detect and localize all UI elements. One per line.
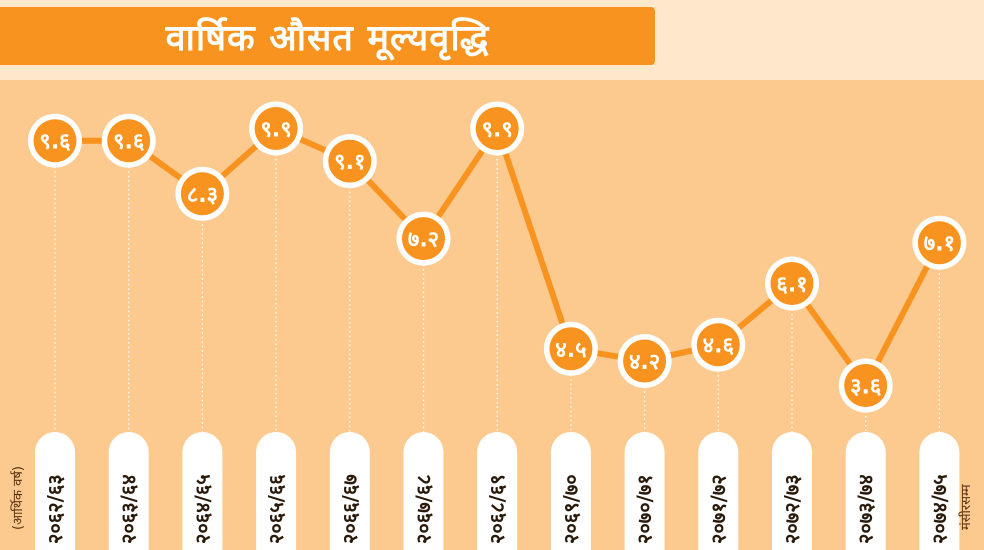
axis-note-until-mangsir: मंसीरसम्म — [959, 484, 974, 530]
x-tick-label: २०६५/६६ — [264, 474, 288, 544]
point-marker — [33, 119, 77, 163]
axis-note-fiscal-year: (आर्थिक वर्ष) — [11, 466, 26, 530]
title-band: वार्षिक औसत मूल्यवृद्धि — [0, 0, 984, 80]
data-label: ४.५ — [555, 338, 586, 363]
data-label: ९.६ — [39, 130, 71, 155]
x-tick-label: २०७३/७४ — [854, 474, 878, 544]
category-pill — [477, 432, 518, 550]
data-label: ७.१ — [924, 232, 955, 257]
category-pill — [919, 432, 960, 550]
x-tick-label: २०७२/७३ — [780, 474, 804, 544]
x-tick-label: २०७०/७१ — [633, 474, 657, 544]
x-tick-label: २०६४/६५ — [190, 474, 214, 544]
x-tick-label: २०६७/६८ — [412, 474, 436, 544]
data-label: ७.२ — [408, 228, 439, 253]
category-pill — [329, 432, 370, 550]
data-label: ६.१ — [776, 273, 807, 298]
category-pill — [35, 432, 75, 550]
data-label: ९.६ — [113, 130, 145, 155]
category-pill — [108, 432, 149, 550]
data-label: ३.६ — [850, 375, 882, 400]
point-marker — [107, 119, 151, 163]
x-tick-label: २०६८/६९ — [485, 474, 509, 544]
point-marker — [844, 364, 888, 408]
category-pill — [403, 432, 444, 550]
point-marker — [180, 172, 224, 216]
point-marker — [549, 327, 593, 371]
point-marker — [475, 106, 519, 150]
x-tick-label: २०६९/७० — [559, 474, 583, 544]
chart-title: वार्षिक औसत मूल्यवृद्धि — [165, 17, 490, 59]
category-pill — [256, 432, 297, 550]
data-label: ९.१ — [334, 150, 365, 175]
point-marker — [623, 339, 667, 383]
point-marker — [696, 323, 740, 367]
series-line — [55, 125, 943, 389]
x-tick-label: २०६२/६३ — [43, 474, 67, 544]
data-label: ४.६ — [703, 334, 735, 359]
x-tick-label: २०७४/७५ — [927, 474, 951, 544]
data-label: ९.९ — [260, 117, 291, 142]
category-pill — [845, 432, 886, 550]
category-pill — [182, 432, 223, 550]
category-pill — [624, 432, 665, 550]
point-marker — [328, 139, 372, 183]
point-marker — [402, 217, 445, 261]
point-marker — [917, 221, 961, 265]
point-marker — [770, 262, 814, 306]
category-pill — [550, 432, 591, 550]
category-pill — [698, 432, 739, 550]
data-label: ९.९ — [482, 117, 513, 142]
x-tick-label: २०७१/७२ — [706, 474, 730, 544]
data-label: ८.३ — [187, 183, 218, 208]
x-tick-label: २०६३/६४ — [117, 474, 141, 544]
category-pill — [772, 432, 812, 550]
x-tick-label: २०६६/६७ — [338, 474, 362, 544]
title-box: वार्षिक औसत मूल्यवृद्धि — [0, 7, 655, 65]
data-label: ४.२ — [629, 350, 660, 375]
point-marker — [254, 106, 298, 150]
